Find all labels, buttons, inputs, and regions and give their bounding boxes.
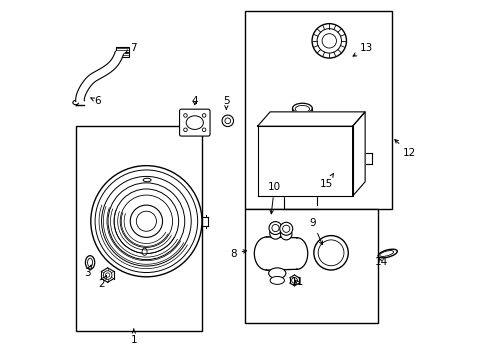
Text: 6: 6	[91, 96, 100, 106]
Text: 14: 14	[375, 257, 388, 267]
Bar	[76, 126, 202, 330]
Text: 4: 4	[192, 96, 198, 106]
Ellipse shape	[186, 116, 203, 130]
Circle shape	[270, 228, 281, 239]
Circle shape	[225, 118, 231, 124]
Polygon shape	[258, 126, 353, 196]
Bar	[116, 46, 129, 57]
Text: 15: 15	[320, 174, 334, 189]
Circle shape	[91, 166, 202, 277]
Circle shape	[202, 128, 206, 132]
Text: 1: 1	[130, 329, 137, 345]
Ellipse shape	[270, 276, 285, 284]
Circle shape	[136, 211, 156, 231]
Circle shape	[130, 205, 163, 237]
Text: 2: 2	[98, 276, 106, 289]
Polygon shape	[353, 112, 365, 196]
Ellipse shape	[295, 105, 310, 113]
Ellipse shape	[293, 103, 312, 113]
Ellipse shape	[143, 178, 151, 182]
Circle shape	[280, 228, 292, 240]
Circle shape	[105, 273, 110, 277]
Text: 12: 12	[395, 140, 416, 158]
Circle shape	[202, 114, 206, 117]
Text: 13: 13	[353, 43, 373, 56]
Circle shape	[101, 176, 191, 266]
Circle shape	[317, 29, 342, 53]
Circle shape	[322, 34, 337, 48]
Circle shape	[108, 183, 185, 260]
Text: 7: 7	[126, 43, 136, 53]
Circle shape	[184, 114, 187, 117]
Circle shape	[314, 235, 348, 270]
Text: 9: 9	[310, 218, 322, 244]
FancyBboxPatch shape	[179, 109, 210, 136]
Circle shape	[114, 189, 179, 253]
Ellipse shape	[85, 256, 95, 269]
Circle shape	[283, 225, 290, 232]
Ellipse shape	[73, 100, 78, 105]
Circle shape	[269, 222, 282, 234]
Bar	[245, 12, 392, 209]
Bar	[267, 237, 296, 270]
Polygon shape	[258, 112, 365, 126]
Text: 3: 3	[85, 265, 92, 278]
Ellipse shape	[269, 268, 286, 279]
Circle shape	[272, 225, 279, 231]
Circle shape	[318, 240, 344, 266]
Ellipse shape	[142, 248, 147, 255]
Circle shape	[184, 128, 187, 132]
Text: 10: 10	[268, 182, 281, 214]
Text: 11: 11	[291, 277, 304, 287]
Ellipse shape	[286, 238, 308, 269]
Text: 8: 8	[230, 248, 246, 258]
Ellipse shape	[254, 237, 279, 270]
Bar	[245, 209, 378, 323]
Text: 5: 5	[223, 96, 230, 109]
Ellipse shape	[378, 249, 397, 258]
Circle shape	[95, 170, 197, 273]
Circle shape	[222, 115, 234, 127]
Ellipse shape	[88, 258, 93, 267]
Circle shape	[103, 271, 112, 279]
Circle shape	[312, 24, 346, 58]
Circle shape	[292, 278, 297, 283]
Ellipse shape	[380, 251, 393, 256]
Circle shape	[280, 222, 293, 235]
Circle shape	[120, 195, 172, 247]
